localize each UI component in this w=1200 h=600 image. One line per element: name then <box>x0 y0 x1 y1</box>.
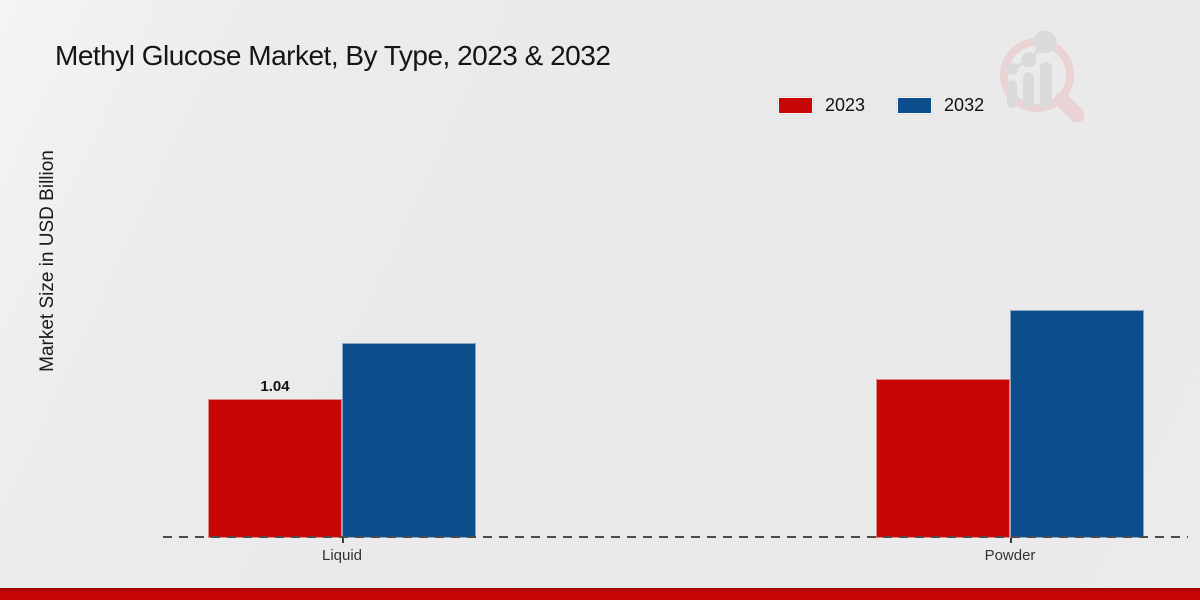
legend-swatch-2032 <box>897 97 933 114</box>
dot-small-icon <box>1006 63 1018 75</box>
x-axis-baseline <box>163 536 1188 538</box>
chart-title: Methyl Glucose Market, By Type, 2023 & 2… <box>55 40 611 71</box>
magnifier-handle-icon <box>1054 92 1085 123</box>
x-axis-tick <box>342 538 344 543</box>
bar-2032-powder <box>1010 310 1144 538</box>
dot-medium-icon <box>1021 52 1037 68</box>
category-label-powder: Powder <box>984 547 1036 564</box>
bar-2023-powder <box>876 379 1010 538</box>
bar-2023-liquid <box>208 399 342 538</box>
bar-medium-icon <box>1023 72 1034 108</box>
bar-tall-icon <box>1040 62 1052 108</box>
bar-small-icon <box>1007 80 1017 108</box>
dot-large-icon <box>1033 30 1057 54</box>
legend-label-2023: 2023 <box>825 95 866 115</box>
legend: 2023 2032 <box>778 95 1002 116</box>
legend-item-2032: 2032 <box>897 95 984 116</box>
legend-swatch-2023 <box>778 97 813 114</box>
category-label-liquid: Liquid <box>321 547 363 564</box>
bar-2032-liquid <box>342 343 476 538</box>
legend-item-2023: 2023 <box>778 95 865 116</box>
x-axis-tick <box>1010 538 1012 543</box>
footer-accent-bar <box>0 588 1200 600</box>
data-label-2023-liquid: 1.04 <box>260 378 290 395</box>
legend-label-2032: 2032 <box>944 95 985 115</box>
mrfr-logo-watermark <box>1000 30 1085 123</box>
